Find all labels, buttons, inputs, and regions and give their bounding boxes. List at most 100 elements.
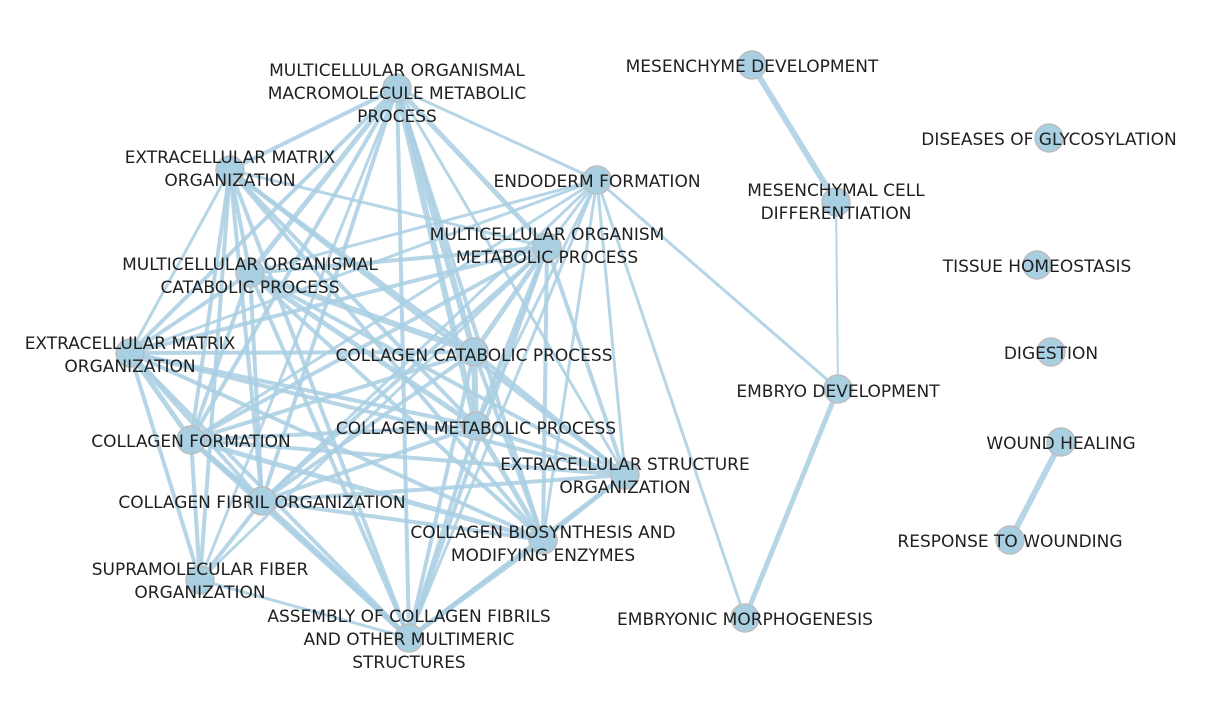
node-cmp[interactable]: COLLAGEN METABOLIC PROCESS — [336, 411, 616, 441]
node-label-line: TISSUE HOMEOSTASIS — [942, 257, 1132, 277]
node-label-line: MESENCHYMAL CELL — [747, 181, 925, 201]
edge-mcmp-ecm2 — [128, 245, 549, 355]
node-embmorph[interactable]: EMBRYONIC MORPHOGENESIS — [617, 603, 873, 633]
node-label: MULTICELLULAR ORGANISMAL MACROMOLECULE ME… — [268, 61, 526, 127]
edge-ecm1-ecm2 — [128, 168, 232, 355]
node-circle[interactable] — [215, 155, 245, 185]
node-label: SUPRAMOLECULAR FIBER ORGANIZATION — [92, 560, 309, 603]
node-mesdev[interactable]: MESENCHYME DEVELOPMENT — [626, 50, 879, 80]
node-label-line: DISEASES OF GLYCOSYLATION — [921, 130, 1177, 150]
edge-mcomp-endo — [395, 86, 599, 182]
node-label: COLLAGEN BIOSYNTHESIS AND MODIFYING ENZYM… — [410, 523, 675, 566]
edge-cmp-cfo — [260, 424, 478, 503]
node-cbme[interactable]: COLLAGEN BIOSYNTHESIS AND MODIFYING ENZYM… — [410, 523, 675, 566]
node-digest[interactable]: DIGESTION — [1004, 337, 1098, 367]
node-mcomp[interactable]: MULTICELLULAR ORGANISMAL MACROMOLECULE ME… — [268, 61, 526, 127]
edge-mesdev-mescell — [749, 62, 839, 205]
edge-ecm1-cf — [189, 168, 232, 442]
node-label: EXTRACELLULAR MATRIX ORGANIZATION — [125, 148, 336, 191]
node-ccp[interactable]: COLLAGEN CATABOLIC PROCESS — [336, 337, 613, 367]
node-label-line: MODIFYING ENZYMES — [451, 546, 635, 566]
node-circle[interactable] — [185, 565, 215, 595]
node-tissue[interactable]: TISSUE HOMEOSTASIS — [942, 250, 1132, 280]
node-label: ASSEMBLY OF COLLAGEN FIBRILS AND OTHER MU… — [267, 607, 550, 673]
node-circle[interactable] — [821, 187, 851, 217]
node-ecm2[interactable]: EXTRACELLULAR MATRIX ORGANIZATION — [25, 334, 236, 377]
node-label: MULTICELLULAR ORGANISMAL CATABOLIC PROCES… — [122, 255, 378, 298]
node-circle[interactable] — [461, 411, 491, 441]
edge-mcmp-eso — [545, 245, 627, 477]
node-circle[interactable] — [737, 50, 767, 80]
node-circle[interactable] — [823, 374, 853, 404]
node-label: ENDODERM FORMATION — [493, 172, 700, 192]
node-circle[interactable] — [1022, 250, 1052, 280]
node-circle[interactable] — [235, 258, 265, 288]
node-label: DIGESTION — [1004, 344, 1098, 364]
node-glyco[interactable]: DISEASES OF GLYCOSYLATION — [921, 123, 1177, 153]
node-label: COLLAGEN METABOLIC PROCESS — [336, 419, 616, 439]
node-label-line: ORGANIZATION — [134, 583, 265, 603]
node-wound[interactable]: WOUND HEALING — [986, 427, 1136, 457]
edge-mcomp-mccp — [247, 85, 400, 276]
node-label-line: ENDODERM FORMATION — [493, 172, 700, 192]
node-label-line: RESPONSE TO WOUNDING — [897, 532, 1122, 552]
edge-endo-mccp — [248, 178, 599, 275]
node-label-line: METABOLIC PROCESS — [456, 248, 638, 268]
node-label-line: DIFFERENTIATION — [761, 204, 912, 224]
node-label-line: AND OTHER MULTIMERIC — [303, 630, 514, 650]
node-circle[interactable] — [610, 460, 640, 490]
node-circle[interactable] — [582, 165, 612, 195]
node-label: TISSUE HOMEOSTASIS — [942, 257, 1132, 277]
node-circle[interactable] — [247, 486, 277, 516]
node-circle[interactable] — [730, 603, 760, 633]
node-cfo[interactable]: COLLAGEN FIBRIL ORGANIZATION — [118, 486, 406, 516]
node-label-line: EMBRYO DEVELOPMENT — [736, 382, 940, 402]
node-label-line: ORGANIZATION — [559, 478, 690, 498]
node-label-line: STRUCTURES — [352, 653, 465, 673]
edge-mcomp-mcmp — [394, 85, 550, 250]
edge-mccp-cmp — [247, 270, 479, 429]
node-circle[interactable] — [995, 525, 1025, 555]
node-label-line: EXTRACELLULAR MATRIX — [25, 334, 236, 354]
node-circle[interactable] — [528, 525, 558, 555]
node-eso[interactable]: EXTRACELLULAR STRUCTURE ORGANIZATION — [500, 455, 749, 498]
node-label-line: ASSEMBLY OF COLLAGEN FIBRILS — [267, 607, 550, 627]
node-response[interactable]: RESPONSE TO WOUNDING — [897, 525, 1123, 555]
edge-ccp-cf — [189, 350, 476, 442]
node-label: WOUND HEALING — [986, 434, 1135, 454]
node-circle[interactable] — [1036, 337, 1066, 367]
node-label-line: MULTICELLULAR ORGANISMAL — [122, 255, 378, 275]
node-acf[interactable]: ASSEMBLY OF COLLAGEN FIBRILS AND OTHER MU… — [267, 607, 550, 673]
node-circle[interactable] — [176, 425, 206, 455]
node-label: MESENCHYMAL CELL DIFFERENTIATION — [747, 181, 925, 224]
node-label-line: COLLAGEN FORMATION — [91, 432, 290, 452]
node-circle[interactable] — [1046, 427, 1076, 457]
node-circle[interactable] — [459, 337, 489, 367]
node-label: EXTRACELLULAR MATRIX ORGANIZATION — [25, 334, 236, 377]
node-circle[interactable] — [394, 623, 424, 653]
node-embdev[interactable]: EMBRYO DEVELOPMENT — [736, 374, 940, 404]
edge-cmp-acf — [407, 424, 478, 640]
edge-cfo-cbme — [260, 499, 545, 542]
node-label: COLLAGEN CATABOLIC PROCESS — [336, 346, 613, 366]
node-label: COLLAGEN FORMATION — [91, 432, 290, 452]
node-label-line: EMBRYONIC MORPHOGENESIS — [617, 610, 873, 630]
node-mccp[interactable]: MULTICELLULAR ORGANISMAL CATABOLIC PROCES… — [122, 255, 378, 298]
node-circle[interactable] — [1034, 123, 1064, 153]
node-endo[interactable]: ENDODERM FORMATION — [493, 165, 701, 195]
edge-cf-cbme — [188, 437, 546, 543]
node-circle[interactable] — [382, 73, 412, 103]
node-cf[interactable]: COLLAGEN FORMATION — [91, 425, 291, 455]
node-circle[interactable] — [532, 232, 562, 262]
node-label: EMBRYONIC MORPHOGENESIS — [617, 610, 873, 630]
edge-ecm2-eso — [128, 351, 627, 477]
node-ecm1[interactable]: EXTRACELLULAR MATRIX ORGANIZATION — [125, 148, 336, 191]
node-sfo[interactable]: SUPRAMOLECULAR FIBER ORGANIZATION — [92, 560, 309, 603]
node-mcmp[interactable]: MULTICELLULAR ORGANISM METABOLIC PROCESS — [430, 225, 665, 268]
node-circle[interactable] — [115, 338, 145, 368]
edges-layer — [127, 62, 1064, 641]
edge-mccp-ecm2 — [128, 271, 252, 355]
edge-endo-eso — [595, 178, 627, 477]
node-mescell[interactable]: MESENCHYMAL CELL DIFFERENTIATION — [747, 181, 925, 224]
edge-cfo-acf — [259, 498, 412, 641]
